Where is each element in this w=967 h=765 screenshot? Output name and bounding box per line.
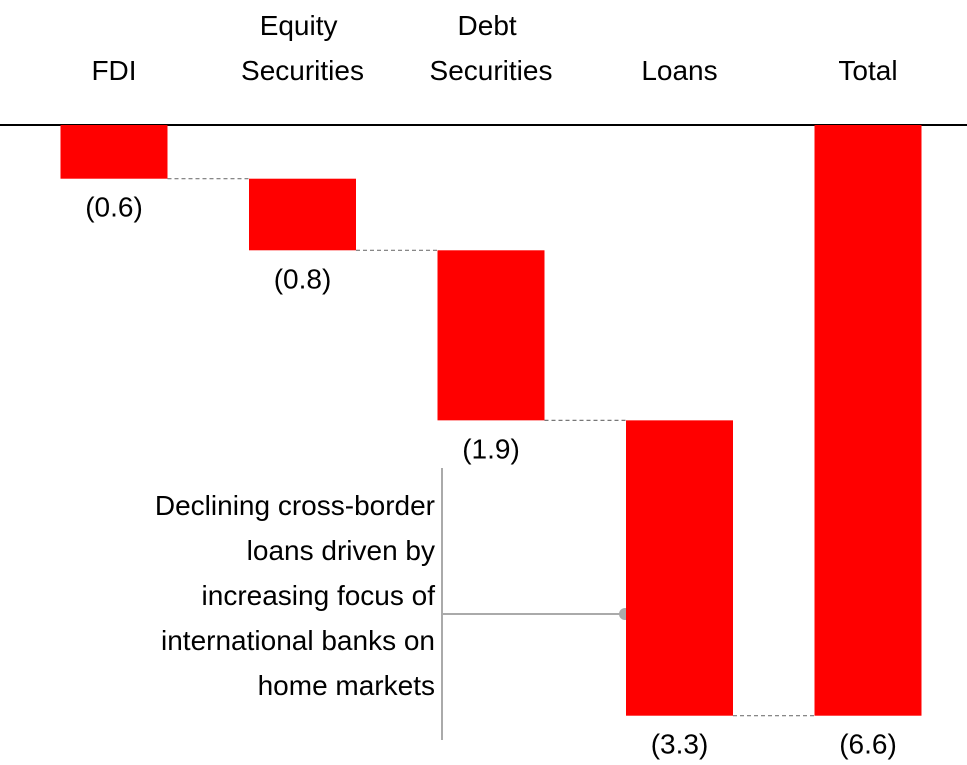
x-tick-label: FDI bbox=[91, 55, 136, 86]
annotation-text: international banks on bbox=[161, 625, 435, 656]
x-tick-label: Loans bbox=[641, 55, 717, 86]
x-tick-label: Total bbox=[838, 55, 897, 86]
x-tick-label: Equity Securities bbox=[241, 10, 364, 86]
bar bbox=[814, 125, 922, 716]
data-label: (1.9) bbox=[462, 433, 520, 464]
bar bbox=[249, 178, 356, 251]
x-tick-label: Debt Securities bbox=[430, 10, 553, 86]
data-label: (6.6) bbox=[839, 729, 897, 760]
annotation-text: loans driven by bbox=[247, 535, 435, 566]
data-label: (0.8) bbox=[274, 263, 332, 294]
bar bbox=[437, 250, 545, 421]
bar bbox=[60, 125, 168, 179]
annotation-text: home markets bbox=[258, 670, 435, 701]
bar bbox=[626, 420, 733, 716]
annotation-text: Declining cross-border bbox=[155, 490, 435, 521]
data-label: (0.6) bbox=[85, 192, 143, 223]
annotation-text: increasing focus of bbox=[202, 580, 436, 611]
data-label: (3.3) bbox=[651, 729, 709, 760]
